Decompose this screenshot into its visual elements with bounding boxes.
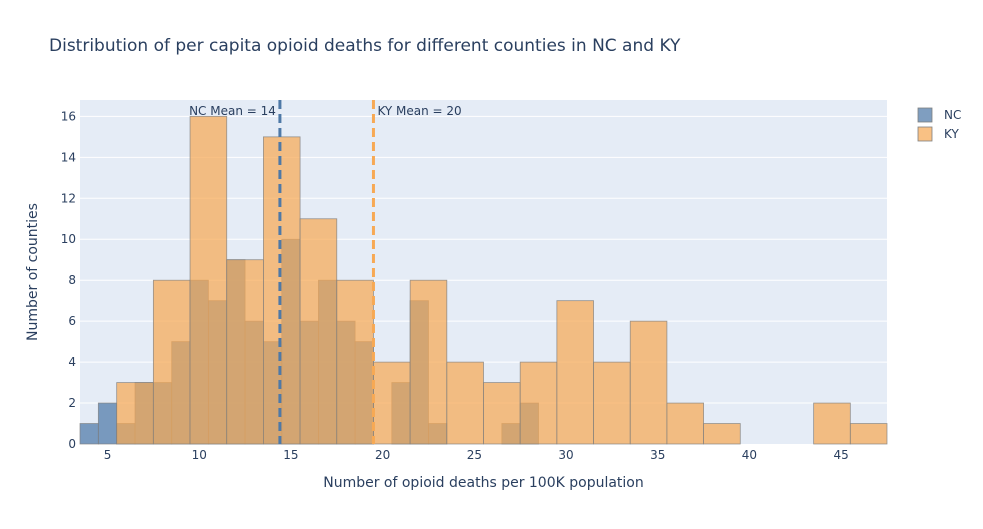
legend-label-nc: NC — [944, 108, 961, 122]
mean-lines: NC Mean = 14 KY Mean = 20 — [189, 100, 462, 444]
ky-bar[interactable] — [409, 279, 448, 445]
ky-bar[interactable] — [556, 300, 594, 445]
legend-swatch-nc — [917, 107, 933, 123]
ky-bar[interactable] — [849, 423, 888, 445]
y-tick-label: 0 — [68, 437, 76, 451]
ky-bar[interactable] — [336, 279, 374, 445]
x-tick-label: 5 — [104, 448, 112, 462]
ky-bars — [116, 115, 888, 445]
x-tick-label: 40 — [742, 448, 757, 462]
nc-mean-label: NC Mean = 14 — [189, 104, 276, 118]
x-tick-label: 20 — [375, 448, 390, 462]
x-tick-label: 30 — [558, 448, 573, 462]
ky-bar[interactable] — [446, 361, 484, 445]
y-tick-label: 16 — [61, 109, 76, 123]
y-tick-label: 8 — [68, 273, 76, 287]
ky-bar[interactable] — [226, 259, 264, 445]
legend-label-ky: KY — [944, 127, 959, 141]
y-tick-label: 4 — [68, 355, 76, 369]
x-axis-label: Number of opioid deaths per 100K populat… — [323, 475, 644, 491]
x-tick-label: 25 — [467, 448, 482, 462]
ky-bar[interactable] — [299, 218, 338, 445]
legend-item-nc[interactable]: NC — [917, 107, 961, 123]
chart-title: Distribution of per capita opioid deaths… — [49, 36, 681, 56]
legend-swatch-ky — [917, 126, 933, 142]
ky-bar[interactable] — [666, 402, 704, 445]
ky-bar[interactable] — [483, 382, 521, 445]
x-tick-label: 35 — [650, 448, 665, 462]
ky-bar[interactable] — [703, 423, 741, 445]
legend[interactable]: NC KY — [917, 107, 961, 142]
ky-bar[interactable] — [593, 361, 631, 445]
y-axis-label: Number of counties — [25, 203, 41, 341]
ky-bar[interactable] — [189, 115, 228, 445]
y-tick-label: 6 — [68, 314, 76, 328]
x-axis-ticks: 5 10 15 20 25 30 35 40 45 — [104, 448, 849, 462]
ky-bar[interactable] — [263, 136, 301, 445]
ky-bar[interactable] — [629, 320, 668, 445]
y-tick-label: 14 — [61, 150, 76, 164]
ky-bar[interactable] — [116, 382, 154, 445]
y-axis-ticks: 0 2 4 6 8 10 12 14 16 — [61, 109, 76, 451]
x-tick-label: 15 — [283, 448, 298, 462]
nc-bar[interactable] — [97, 402, 118, 445]
ky-bar[interactable] — [813, 402, 851, 445]
x-tick-label: 45 — [834, 448, 849, 462]
x-tick-label: 10 — [192, 448, 207, 462]
y-tick-label: 10 — [61, 232, 76, 246]
ky-bar[interactable] — [152, 279, 191, 445]
legend-item-ky[interactable]: KY — [917, 126, 959, 142]
ky-bar[interactable] — [519, 361, 558, 445]
nc-bar[interactable] — [79, 423, 99, 445]
y-tick-label: 12 — [61, 191, 76, 205]
ky-bar[interactable] — [373, 361, 411, 445]
y-tick-label: 2 — [68, 396, 76, 410]
ky-mean-label: KY Mean = 20 — [377, 104, 461, 118]
